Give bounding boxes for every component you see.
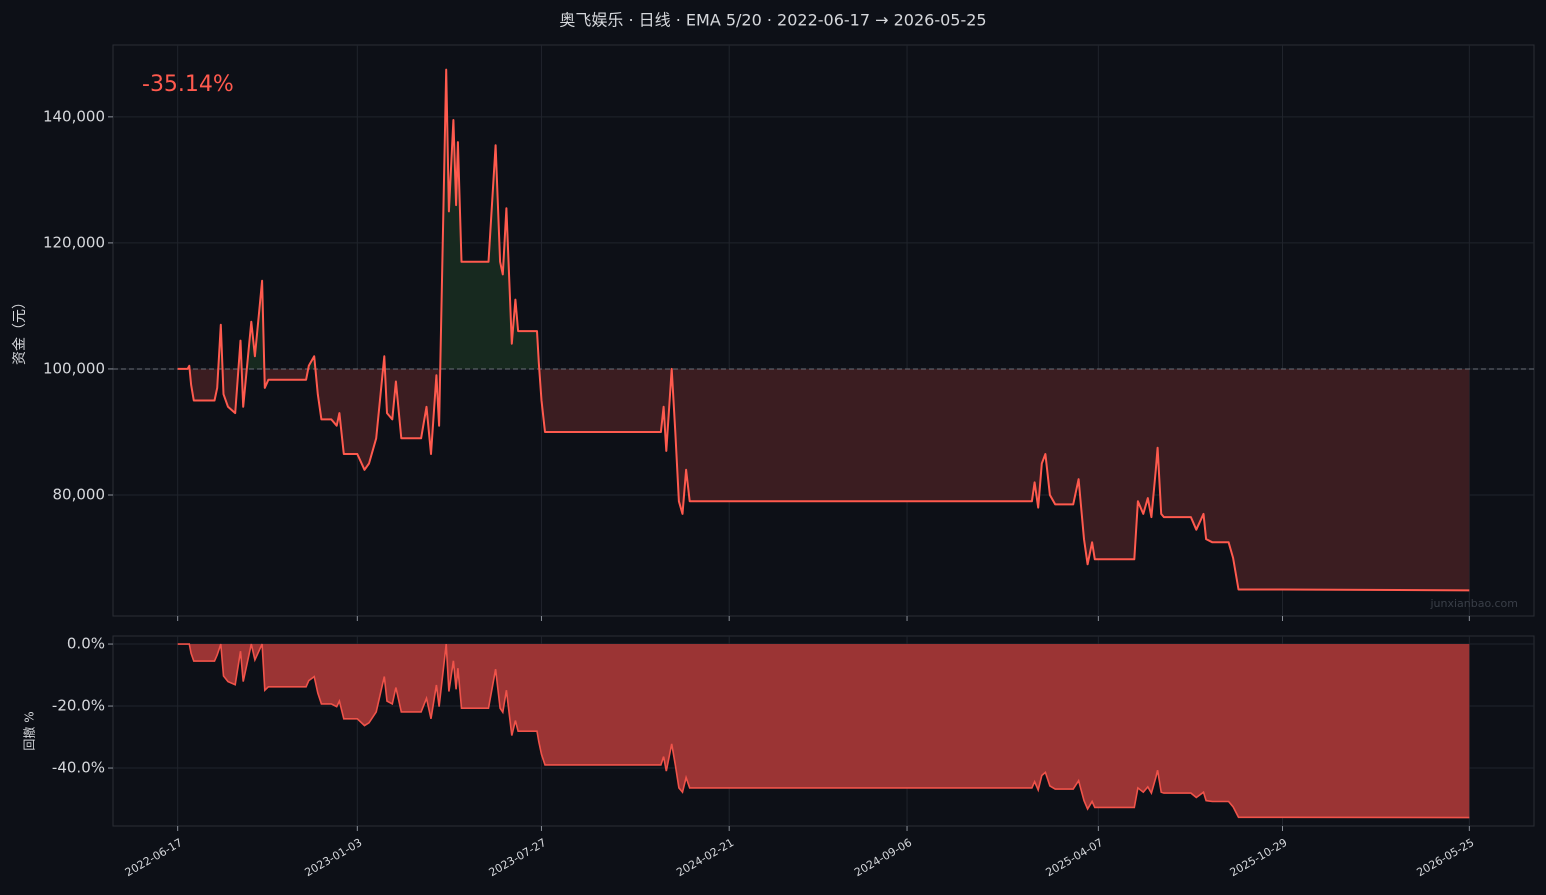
y-tick-label: 140,000 [43, 107, 105, 125]
y-tick-label: 80,000 [53, 485, 106, 503]
loss-area [177, 368, 1470, 591]
plot-frame [112, 635, 1535, 827]
y-tick-label: -20.0% [52, 697, 105, 715]
y-tick-label: 0.0% [67, 635, 105, 653]
watermark: junxianbao.com [1429, 597, 1518, 610]
return-annotation: -35.14% [142, 72, 234, 97]
drawdown-area [177, 644, 1470, 818]
y-tick-label: 120,000 [43, 233, 105, 251]
y-tick-label: 100,000 [43, 359, 105, 377]
y-tick-label: -40.0% [52, 759, 105, 777]
y-axis-label: 资金（元） [12, 295, 28, 365]
chart-title: 奥飞娱乐 · 日线 · EMA 5/20 · 2022-06-17 → 2026… [559, 11, 986, 30]
equity-line [177, 68, 1470, 592]
y-axis-label: 回撤 % [22, 711, 37, 750]
drawdown-line [177, 643, 1470, 819]
plot-frame [112, 44, 1535, 617]
